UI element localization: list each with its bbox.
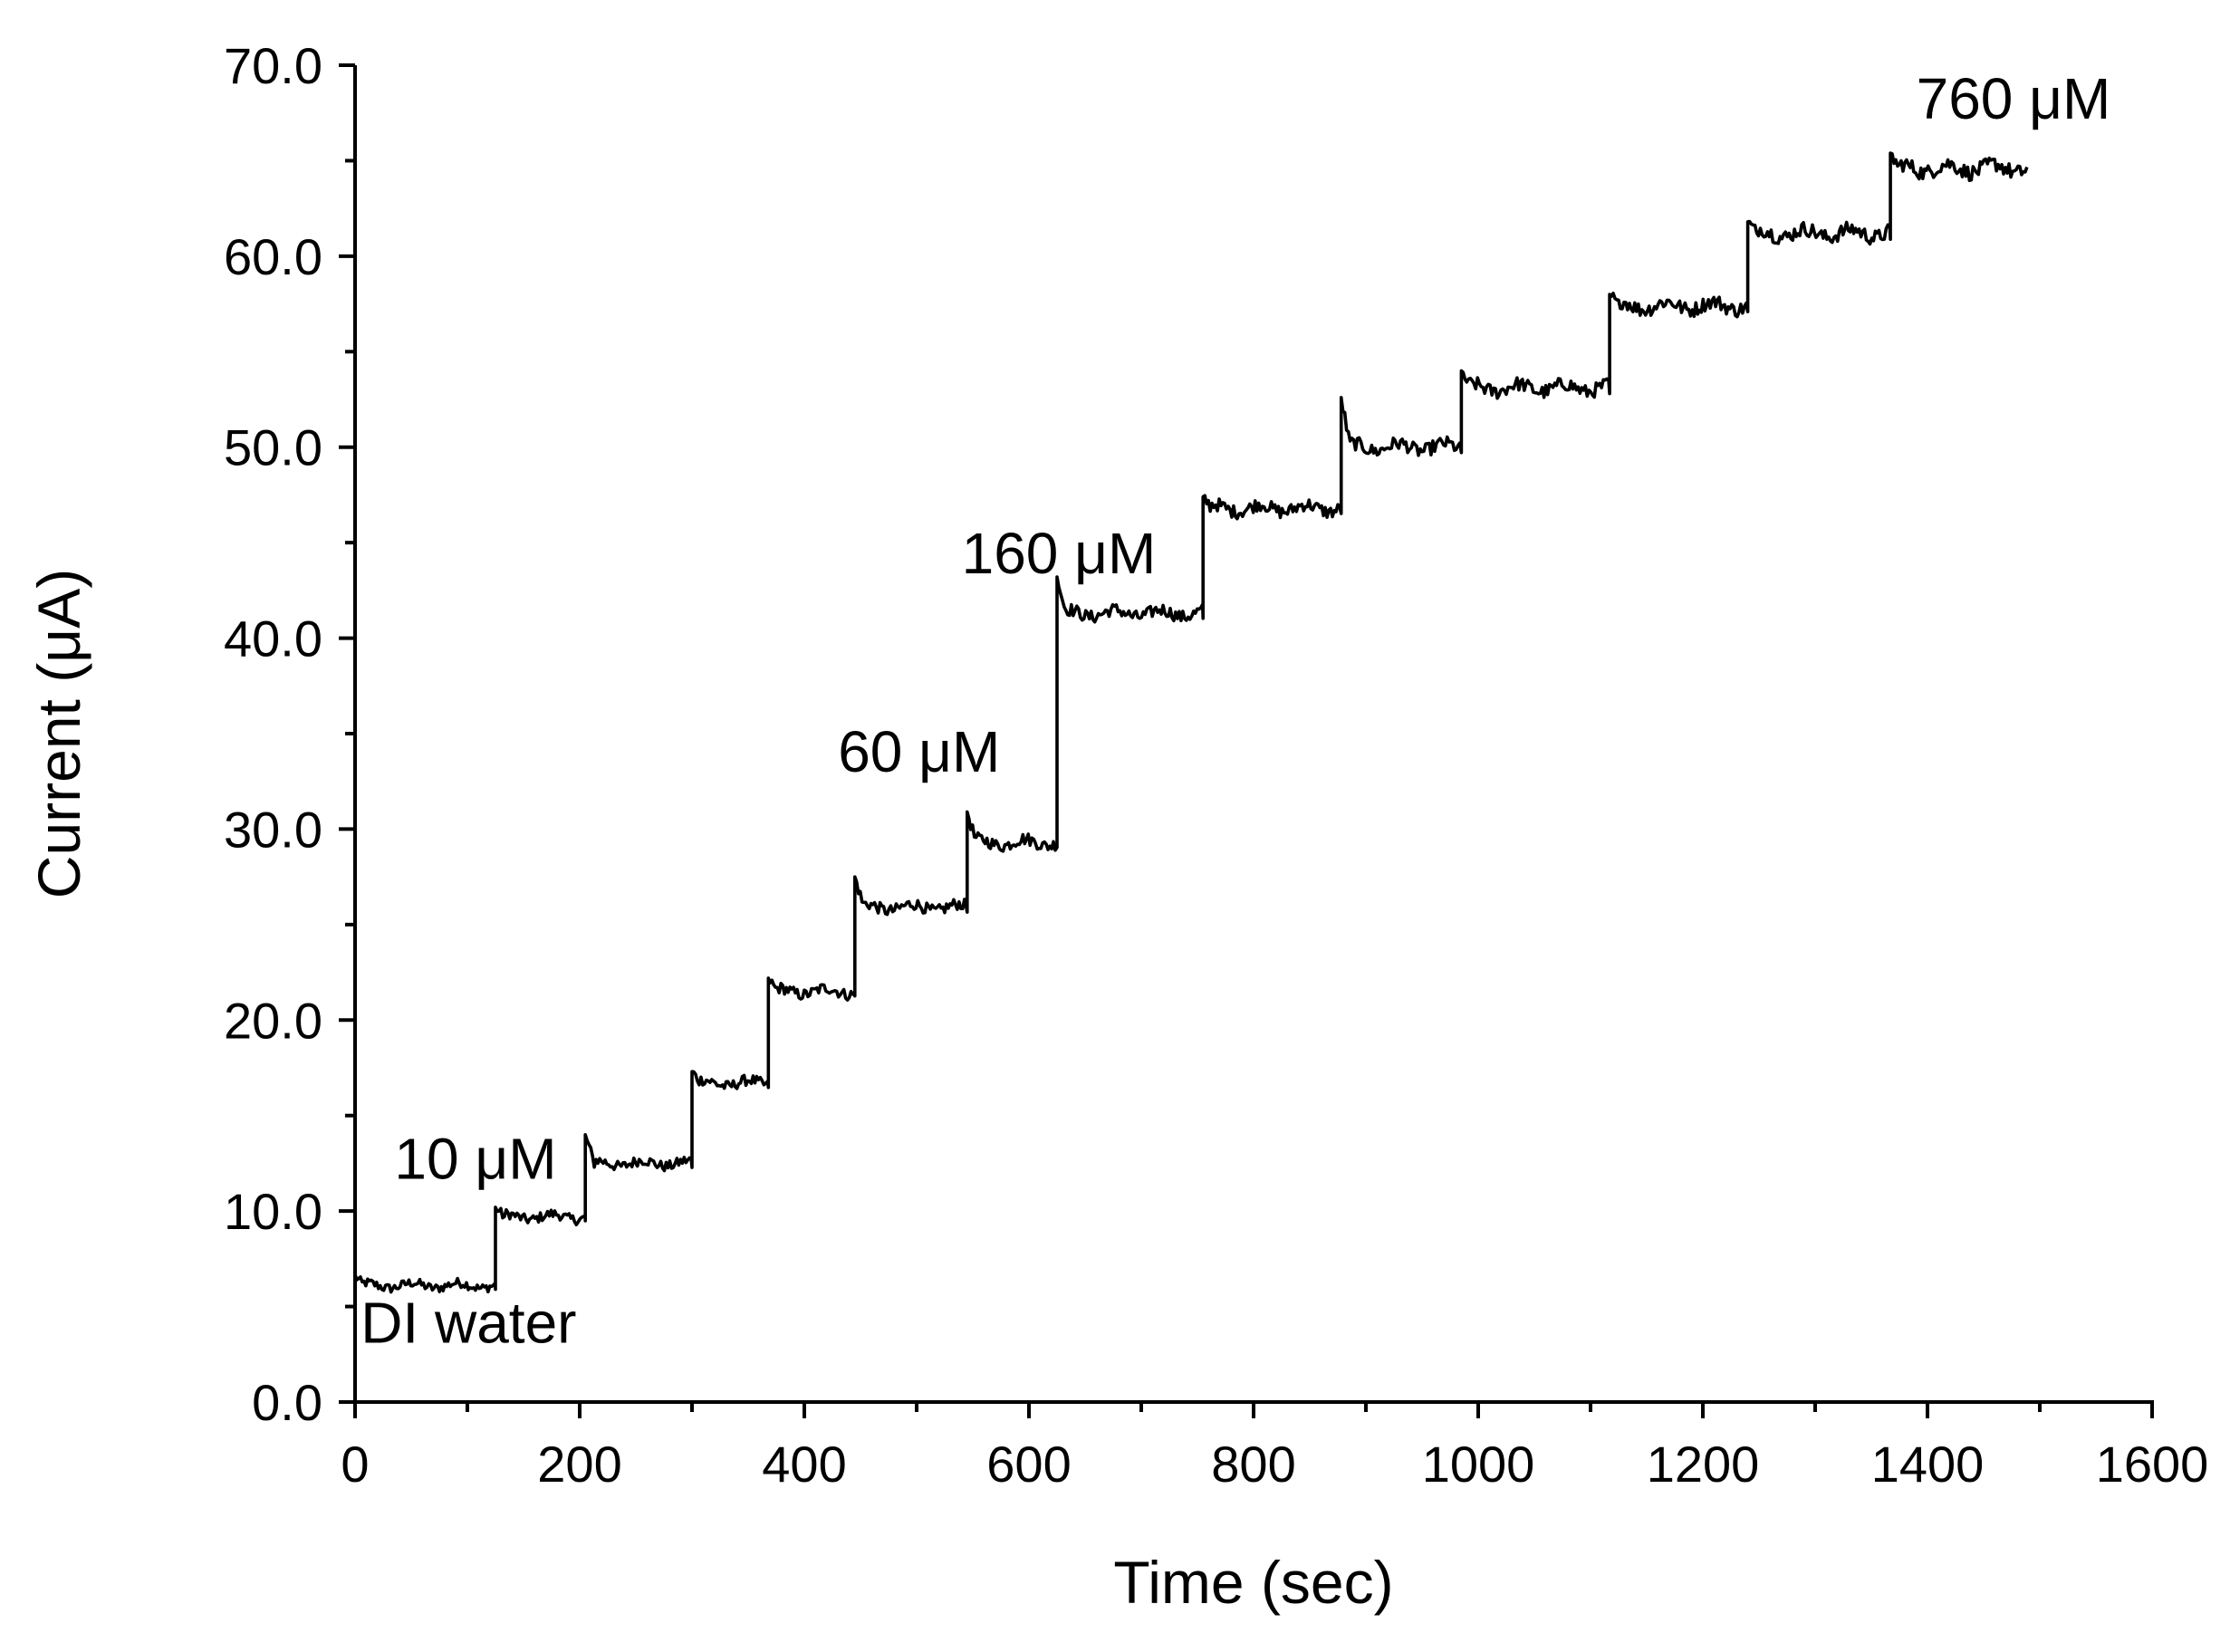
annotation-label: 60 μM	[838, 719, 1000, 784]
x-axis-title: Time (sec)	[1113, 1549, 1393, 1616]
y-tick-label: 0.0	[252, 1374, 322, 1431]
y-tick-label: 70.0	[224, 37, 322, 94]
x-tick-label: 0	[341, 1436, 369, 1493]
annotation-label: 10 μM	[394, 1126, 556, 1191]
x-tick-label: 1200	[1647, 1436, 1760, 1493]
x-tick-label: 600	[986, 1436, 1071, 1493]
x-tick-label: 400	[762, 1436, 846, 1493]
y-axis-title: Current (μA)	[25, 569, 92, 898]
axis-tick-labels: 0 200 400 600 800 1000 1200 1400 1600 0.0 10.0 20.0…	[224, 37, 2208, 1493]
x-tick-label: 1600	[2096, 1436, 2209, 1493]
y-tick-label: 50.0	[224, 419, 322, 476]
x-tick-label: 1400	[1871, 1436, 1985, 1493]
annotations: DI water 10 μM 60 μM 160 μM 760 μM	[360, 66, 2110, 1356]
annotation-label: DI water	[360, 1291, 576, 1356]
plot-area	[353, 151, 2029, 1294]
y-tick-label: 60.0	[224, 228, 322, 285]
y-tick-label: 20.0	[224, 992, 322, 1049]
current-series-line	[353, 151, 2029, 1294]
annotation-label: 160 μM	[962, 521, 1157, 586]
annotation-label: 760 μM	[1917, 66, 2111, 131]
y-tick-label: 40.0	[224, 610, 322, 668]
x-tick-label: 800	[1211, 1436, 1295, 1493]
x-tick-label: 1000	[1422, 1436, 1535, 1493]
y-tick-label: 10.0	[224, 1183, 322, 1240]
axis-ticks	[339, 63, 2154, 1418]
x-tick-label: 200	[537, 1436, 621, 1493]
y-tick-label: 30.0	[224, 801, 322, 858]
